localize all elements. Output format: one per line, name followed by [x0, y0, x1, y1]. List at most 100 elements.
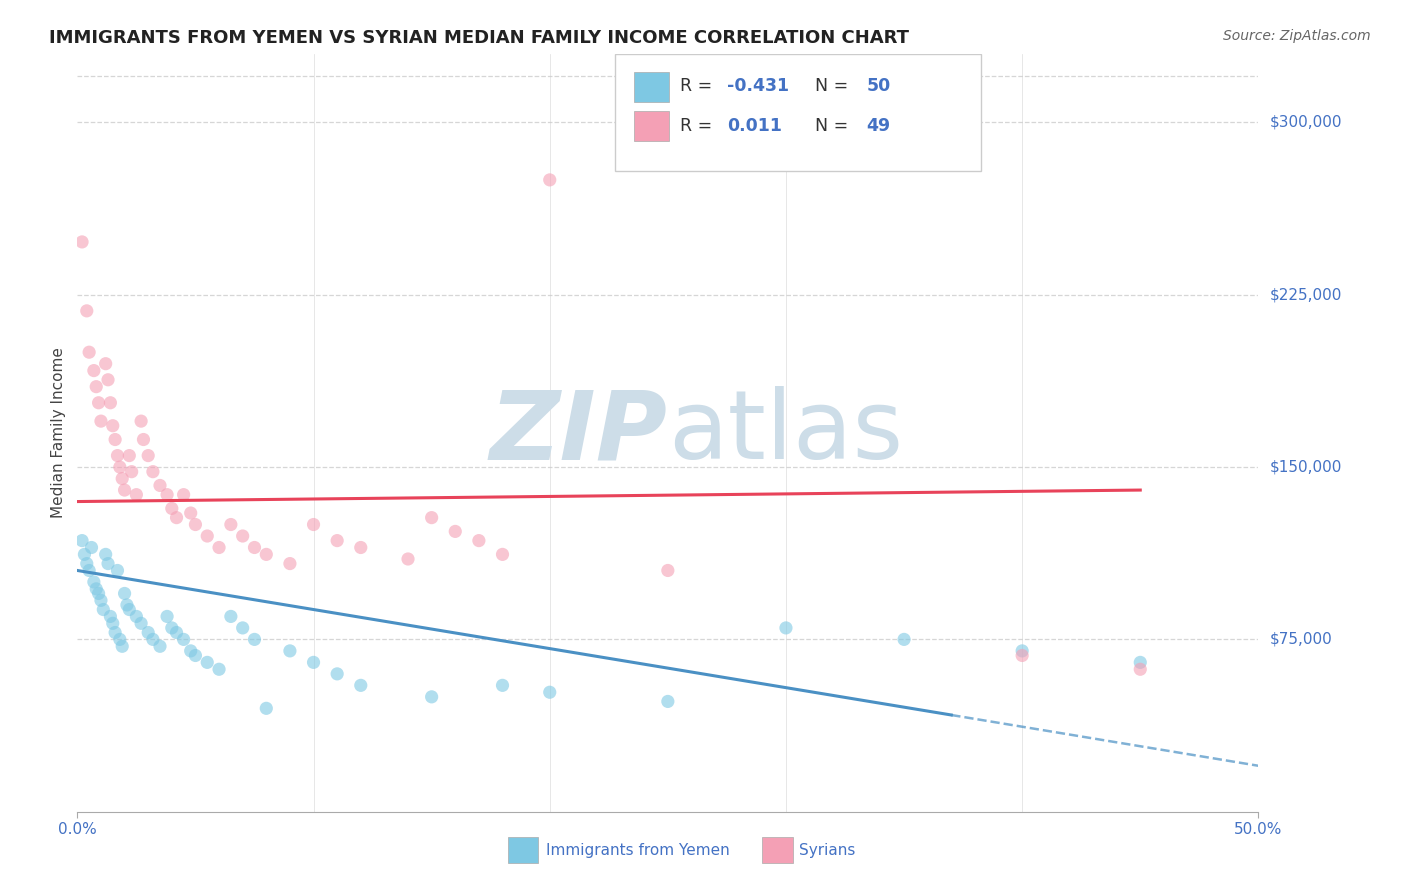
Point [107, 449, 129, 463]
Point [184, 648, 207, 663]
Point [657, 564, 679, 578]
Point [77, 564, 100, 578]
Point [156, 609, 179, 624]
Text: Source: ZipAtlas.com: Source: ZipAtlas.com [1223, 29, 1371, 43]
Point [350, 541, 373, 555]
Point [149, 640, 172, 654]
Text: N =: N = [804, 117, 853, 135]
Point [73, 548, 96, 562]
Point [136, 625, 159, 640]
Point [84, 582, 107, 596]
Text: $300,000: $300,000 [1270, 115, 1341, 130]
Text: $150,000: $150,000 [1270, 459, 1341, 475]
Point [166, 625, 188, 640]
Point [121, 465, 143, 479]
Point [1011, 648, 1033, 663]
Point [420, 510, 443, 524]
Point [97, 373, 120, 387]
Point [232, 529, 254, 543]
Text: 50: 50 [866, 77, 890, 95]
Point [94, 548, 117, 562]
Point [76, 557, 98, 571]
Point [104, 433, 127, 447]
Point [115, 598, 138, 612]
Point [90, 593, 112, 607]
Point [100, 609, 122, 624]
Point [136, 449, 159, 463]
Text: atlas: atlas [668, 386, 903, 479]
Point [232, 621, 254, 635]
FancyBboxPatch shape [762, 837, 793, 863]
Point [101, 418, 124, 433]
Text: N =: N = [804, 77, 853, 95]
Point [208, 662, 231, 676]
Point [166, 510, 188, 524]
Point [90, 414, 112, 428]
Point [160, 621, 183, 635]
Point [184, 517, 207, 532]
Point [219, 517, 242, 532]
Point [80, 541, 103, 555]
Point [326, 533, 349, 548]
Point [243, 541, 266, 555]
Point [468, 533, 491, 548]
Point [420, 690, 443, 704]
Point [173, 632, 195, 647]
Point [657, 694, 679, 708]
Point [219, 609, 242, 624]
Point [132, 433, 155, 447]
Point [125, 609, 148, 624]
Text: ZIP: ZIP [489, 386, 668, 479]
FancyBboxPatch shape [634, 112, 669, 142]
Text: Syrians: Syrians [799, 843, 855, 857]
Point [87, 396, 110, 410]
Point [108, 460, 131, 475]
Point [111, 640, 134, 654]
Text: Immigrants from Yemen: Immigrants from Yemen [546, 843, 730, 857]
Point [180, 644, 202, 658]
Point [1129, 656, 1152, 670]
Point [208, 541, 231, 555]
Point [114, 586, 136, 600]
Point [142, 632, 165, 647]
Point [87, 586, 110, 600]
Y-axis label: Median Family Income: Median Family Income [51, 347, 66, 518]
Point [125, 488, 148, 502]
Point [278, 557, 301, 571]
Point [118, 449, 141, 463]
Point [444, 524, 467, 539]
Point [149, 478, 172, 492]
Point [70, 235, 93, 249]
Point [77, 345, 100, 359]
Text: $225,000: $225,000 [1270, 287, 1341, 302]
Text: $75,000: $75,000 [1270, 632, 1333, 647]
Point [396, 552, 419, 566]
Point [104, 625, 127, 640]
Text: 0.011: 0.011 [727, 117, 782, 135]
Point [254, 548, 277, 562]
Point [83, 574, 105, 589]
Point [118, 602, 141, 616]
Point [173, 488, 195, 502]
FancyBboxPatch shape [508, 837, 538, 863]
Point [84, 379, 107, 393]
Point [156, 488, 179, 502]
Point [350, 678, 373, 692]
Point [195, 656, 218, 670]
FancyBboxPatch shape [614, 54, 981, 171]
Point [91, 602, 114, 616]
Point [491, 548, 513, 562]
Point [94, 357, 117, 371]
Point [97, 557, 120, 571]
Point [108, 632, 131, 647]
Point [160, 501, 183, 516]
Point [129, 616, 152, 631]
Point [114, 483, 136, 497]
Text: IMMIGRANTS FROM YEMEN VS SYRIAN MEDIAN FAMILY INCOME CORRELATION CHART: IMMIGRANTS FROM YEMEN VS SYRIAN MEDIAN F… [49, 29, 910, 46]
Point [278, 644, 301, 658]
Point [491, 678, 513, 692]
Point [243, 632, 266, 647]
Point [302, 656, 325, 670]
Point [538, 173, 561, 187]
FancyBboxPatch shape [634, 71, 669, 102]
